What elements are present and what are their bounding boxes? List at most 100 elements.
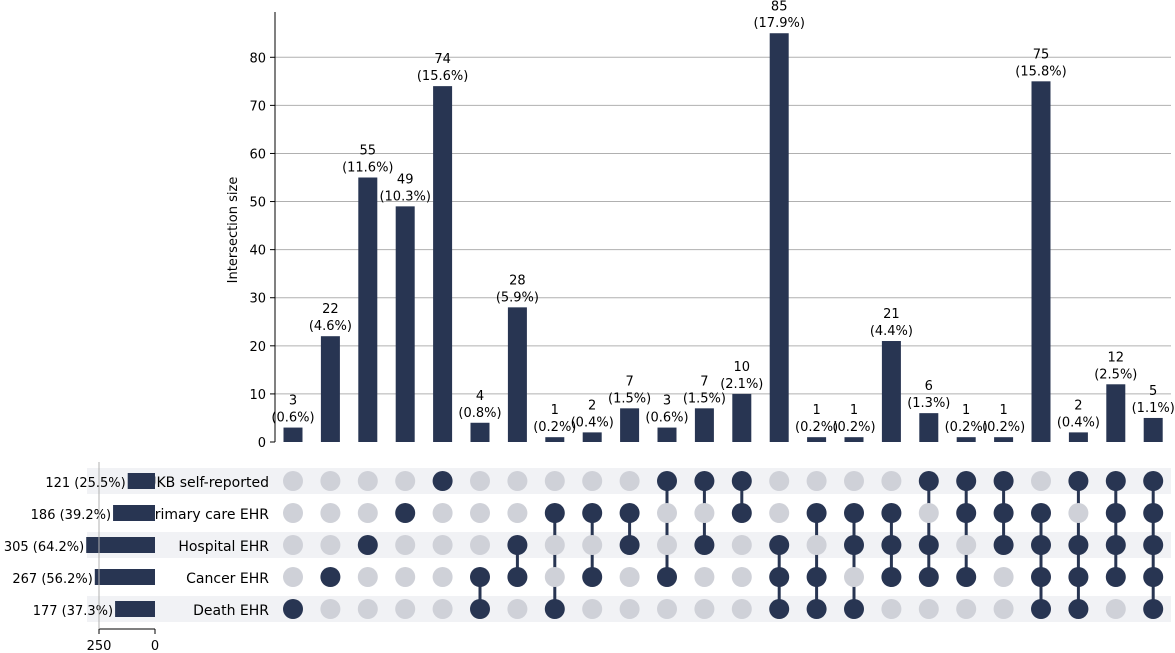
set-size-tick-label: 0 (151, 639, 159, 653)
matrix-dot-inactive (582, 535, 603, 555)
set-size-bar (115, 601, 155, 617)
intersection-bar (1031, 81, 1051, 443)
matrix-dot-inactive (694, 503, 715, 523)
matrix-dot-inactive (956, 535, 977, 555)
intersection-percent-label: (0.6%) (271, 411, 314, 426)
matrix-dot-active (507, 567, 528, 587)
intersection-percent-label: (0.2%) (982, 420, 1025, 435)
set-size-label: 121 (25.5%) (45, 476, 125, 491)
intersection-percent-label: (0.4%) (571, 415, 614, 430)
intersection-count-label: 74 (434, 52, 451, 67)
intersection-count-label: 22 (322, 302, 339, 317)
intersection-percent-label: (1.1%) (1132, 401, 1175, 416)
matrix-dot-inactive (283, 567, 303, 587)
matrix-dot-inactive (283, 471, 303, 491)
intersection-bar (1106, 384, 1126, 442)
matrix-dot-inactive (769, 503, 790, 523)
intersection-count-label: 7 (625, 374, 633, 389)
matrix-dot-inactive (918, 599, 939, 619)
intersection-count-label: 1 (999, 403, 1007, 418)
matrix-dot-active (357, 535, 378, 555)
matrix-dot-active (507, 535, 528, 555)
intersection-count-label: 4 (476, 389, 484, 404)
matrix-dot-active (844, 535, 864, 555)
y-tick-label: 10 (249, 388, 266, 403)
matrix-dot-inactive (357, 503, 378, 523)
matrix-dot-inactive (844, 567, 864, 587)
intersection-percent-label: (1.3%) (907, 396, 950, 411)
matrix-dot-active (918, 471, 939, 491)
matrix-dot-inactive (395, 599, 416, 619)
y-tick-label: 40 (249, 244, 266, 259)
matrix-dot-active (470, 567, 490, 587)
intersection-count-label: 3 (663, 394, 671, 409)
matrix-dot-active (1143, 567, 1164, 587)
intersection-count-label: 21 (883, 307, 900, 322)
matrix-dot-inactive (395, 567, 416, 587)
y-tick-label: 80 (249, 51, 266, 66)
intersection-count-label: 7 (700, 374, 708, 389)
matrix-dot-inactive (619, 567, 640, 587)
intersection-count-label: 6 (925, 379, 933, 394)
intersection-count-label: 2 (588, 398, 596, 413)
matrix-dot-inactive (619, 471, 640, 491)
y-tick-label: 30 (249, 292, 266, 307)
matrix-dot-inactive (395, 535, 416, 555)
matrix-dot-active (1031, 599, 1051, 619)
matrix-dot-inactive (544, 535, 565, 555)
matrix-dot-active (320, 567, 341, 587)
matrix-dot-active (993, 503, 1014, 523)
matrix-dot-inactive (432, 599, 453, 619)
matrix-dot-active (544, 503, 565, 523)
matrix-dot-inactive (993, 599, 1014, 619)
matrix-dot-inactive (432, 567, 453, 587)
matrix-dot-inactive (544, 471, 565, 491)
matrix-dot-inactive (619, 599, 640, 619)
intersection-bar (395, 206, 415, 442)
intersection-percent-label: (15.6%) (417, 69, 468, 84)
matrix-dot-inactive (657, 535, 677, 555)
matrix-dot-inactive (320, 599, 341, 619)
set-name-label: UKB self-reported (146, 475, 269, 491)
intersection-bar (919, 413, 939, 442)
set-name-label: Cancer EHR (186, 571, 269, 587)
set-size-bar (94, 569, 155, 585)
intersection-count-label: 1 (962, 403, 970, 418)
matrix-dot-active (993, 535, 1014, 555)
intersection-bar (994, 437, 1014, 442)
intersection-bar (470, 422, 490, 442)
matrix-dot-active (918, 567, 939, 587)
intersection-count-label: 5 (1149, 384, 1157, 399)
matrix-dot-inactive (357, 599, 378, 619)
matrix-dot-inactive (395, 471, 416, 491)
matrix-dot-active (1105, 503, 1126, 523)
intersection-percent-label: (0.8%) (458, 406, 501, 421)
intersection-bar (507, 307, 527, 442)
matrix-dot-inactive (657, 503, 677, 523)
matrix-dot-active (544, 599, 565, 619)
matrix-dot-active (806, 599, 827, 619)
intersection-percent-label: (0.2%) (945, 420, 988, 435)
y-tick-label: 0 (258, 436, 266, 451)
intersection-bar (769, 33, 789, 442)
matrix-dot-inactive (320, 535, 341, 555)
matrix-dot-inactive (881, 471, 902, 491)
matrix-dot-inactive (918, 503, 939, 523)
intersection-percent-label: (0.2%) (832, 420, 875, 435)
matrix-dot-active (806, 567, 827, 587)
matrix-dot-inactive (1031, 471, 1051, 491)
matrix-dot-active (1143, 471, 1164, 491)
set-name-label: Hospital EHR (178, 539, 269, 555)
matrix-dot-inactive (657, 599, 677, 619)
intersection-count-label: 2 (1074, 398, 1082, 413)
set-size-bar (113, 505, 155, 521)
matrix-dot-active (1031, 535, 1051, 555)
matrix-dot-inactive (694, 567, 715, 587)
matrix-dot-active (694, 471, 715, 491)
matrix-dot-inactive (769, 471, 790, 491)
matrix-dot-active (1105, 567, 1126, 587)
matrix-dot-inactive (731, 599, 752, 619)
intersection-bar (807, 437, 827, 442)
gridlines (275, 56, 1171, 395)
matrix-dot-active (1068, 535, 1089, 555)
